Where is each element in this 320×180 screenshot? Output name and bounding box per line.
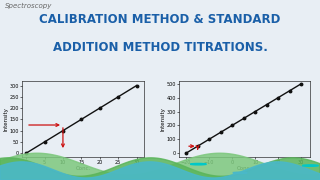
Y-axis label: Intensity: Intensity	[160, 107, 165, 131]
Text: CALIBRATION METHOD & STANDARD: CALIBRATION METHOD & STANDARD	[39, 13, 281, 26]
Text: Spectroscopy: Spectroscopy	[5, 3, 52, 9]
Y-axis label: Intensity: Intensity	[4, 107, 8, 131]
Text: ADDITION METHOD TITRATIONS.: ADDITION METHOD TITRATIONS.	[52, 41, 268, 54]
X-axis label: Conc.: Conc.	[76, 166, 91, 171]
Circle shape	[233, 172, 247, 174]
X-axis label: Conc.: Conc.	[237, 166, 252, 171]
